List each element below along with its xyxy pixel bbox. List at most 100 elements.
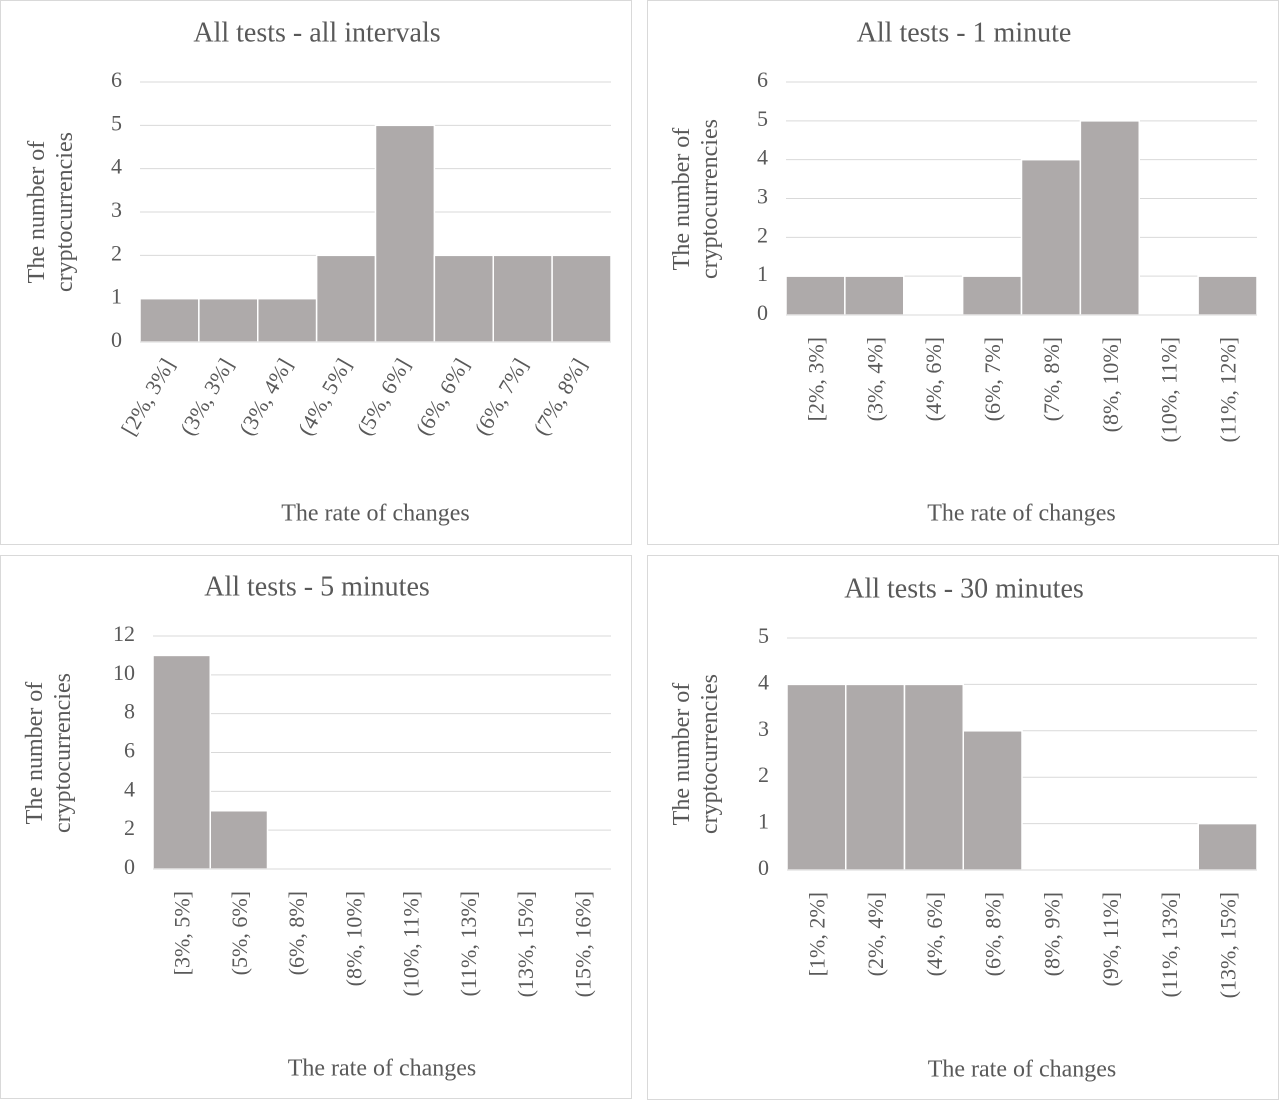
chart-panel: All tests - 1 minute 0 1 2 3 4 5 6 [2%, 3%] (3%, … (647, 0, 1279, 545)
y-tick-label: 6 (757, 67, 768, 92)
bar (139, 297, 200, 343)
x-tick-label: (3%, 3%] (175, 354, 239, 440)
y-tick-label: 0 (111, 327, 122, 352)
bar (785, 275, 846, 316)
chart-title: All tests - all intervals (193, 17, 440, 48)
x-tick-label: (5%, 6%] (227, 891, 252, 975)
bar (257, 297, 318, 343)
x-tick-label: (13%, 15%] (1216, 892, 1241, 998)
x-tick-label: (3%, 4%] (234, 354, 298, 440)
x-tick-label: (11%, 12%] (1216, 337, 1241, 443)
bar (844, 275, 905, 316)
y-tick-label: 8 (124, 699, 135, 724)
x-tick-label: (9%, 11%] (1098, 892, 1123, 987)
x-axis-label: The rate of changes (281, 501, 470, 527)
y-tick-label: 2 (757, 222, 768, 247)
x-tick-label: (15%, 16%] (570, 891, 595, 997)
chart-panel: All tests - 30 minutes 0 1 2 3 4 5 [1%, 2%] (2%,… (647, 555, 1279, 1100)
y-tick-label: 12 (113, 621, 135, 646)
x-tick-label: (5%, 6%] (351, 354, 415, 440)
y-tick-label: 4 (124, 776, 135, 801)
x-axis-label: The rate of changes (928, 1057, 1117, 1083)
x-tick-label: (7%, 8%] (1039, 337, 1064, 421)
chart-title: All tests - 1 minute (857, 17, 1072, 48)
y-tick-label: 0 (124, 854, 135, 879)
bar (1197, 822, 1258, 871)
chart: All tests - all intervals 0 1 2 3 4 5 6 [2%, 3%]… (111, 17, 612, 527)
y-tick-label: 4 (758, 669, 769, 694)
x-tick-label: (8%, 9%] (1039, 892, 1064, 976)
bar (374, 124, 436, 343)
y-tick-label: 1 (758, 809, 769, 834)
x-axis-label: The rate of changes (288, 1056, 477, 1082)
bar (903, 683, 964, 871)
bar (551, 254, 612, 343)
bar (1020, 158, 1082, 316)
y-tick-label: 2 (124, 815, 135, 840)
x-tick-label: (6%, 6%] (410, 354, 474, 440)
x-tick-label: (6%, 8%] (981, 892, 1006, 976)
x-tick-label: (6%, 7%] (980, 337, 1005, 421)
y-tick-label: 3 (111, 197, 122, 222)
chart-title: All tests - 30 minutes (844, 573, 1084, 604)
x-tick-label: (4%, 6%] (921, 337, 946, 421)
bar (786, 683, 847, 871)
chart-panel: All tests - 5 minutes 0 2 4 6 8 10 12 [3%, 5%] (5… (0, 555, 632, 1099)
x-tick-label: (7%, 8%] (528, 354, 592, 440)
y-tick-label: 6 (124, 738, 135, 763)
y-tick-label: 4 (757, 145, 768, 170)
y-tick-label: 2 (111, 240, 122, 265)
chart-panel: All tests - all intervals 0 1 2 3 4 5 6 [2%, 3%]… (0, 0, 632, 545)
y-axis-label: The number of cryptocurrencies (669, 118, 723, 279)
chart: All tests - 30 minutes 0 1 2 3 4 5 [1%, 2%] (2%,… (758, 573, 1258, 1083)
y-tick-label: 3 (758, 716, 769, 741)
x-tick-label: (11%, 13%] (456, 891, 481, 997)
y-tick-label: 1 (111, 284, 122, 309)
bar (1079, 120, 1140, 316)
x-tick-label: (6%, 8%] (284, 891, 309, 975)
bar (1197, 275, 1258, 316)
x-tick-label: [2%, 3%] (803, 337, 828, 421)
bar (492, 254, 553, 343)
bar (962, 730, 1023, 871)
y-axis-label: The number of cryptocurrencies (669, 674, 723, 834)
y-tick-label: 10 (113, 660, 135, 685)
chart-title: All tests - 5 minutes (204, 571, 430, 602)
y-tick-label: 6 (111, 67, 122, 92)
y-tick-label: 3 (757, 184, 768, 209)
x-axis-label: The rate of changes (927, 501, 1116, 527)
bar (845, 683, 906, 871)
bar (315, 254, 377, 343)
bar (961, 275, 1023, 316)
y-tick-label: 0 (757, 300, 768, 325)
x-tick-label: (13%, 15%] (513, 891, 538, 997)
x-tick-label: (10%, 11%] (399, 891, 424, 997)
bar (209, 810, 269, 870)
x-tick-label: (11%, 13%] (1157, 892, 1182, 998)
chart: All tests - 5 minutes 0 2 4 6 8 10 12 [3%, 5%] (5… (113, 571, 611, 1082)
x-tick-label: (4%, 5%] (293, 354, 357, 440)
bar (198, 297, 259, 343)
y-tick-label: 5 (758, 623, 769, 648)
x-tick-label: [2%, 3%] (116, 354, 180, 440)
y-tick-label: 4 (111, 154, 122, 179)
y-axis-label: The number of cryptocurrencies (22, 672, 76, 833)
y-tick-label: 5 (757, 106, 768, 131)
y-tick-label: 0 (758, 855, 769, 880)
x-tick-label: (2%, 4%] (863, 892, 888, 976)
chart: All tests - 1 minute 0 1 2 3 4 5 6 [2%, 3%] (3%, … (757, 17, 1258, 527)
y-tick-label: 5 (111, 110, 122, 135)
x-tick-label: (8%, 10%] (341, 891, 366, 986)
x-tick-label: (4%, 6%] (922, 892, 947, 976)
x-tick-label: (6%, 7%] (469, 354, 533, 440)
x-tick-label: (8%, 10%] (1098, 337, 1123, 432)
y-axis-label: The number of cryptocurrencies (24, 132, 78, 292)
bar (152, 654, 211, 870)
y-tick-label: 2 (758, 762, 769, 787)
x-tick-label: (10%, 11%] (1157, 337, 1182, 443)
x-tick-label: [1%, 2%] (804, 892, 829, 976)
y-tick-label: 1 (757, 261, 768, 286)
bar (433, 254, 494, 343)
x-tick-label: (3%, 4%] (862, 337, 887, 421)
